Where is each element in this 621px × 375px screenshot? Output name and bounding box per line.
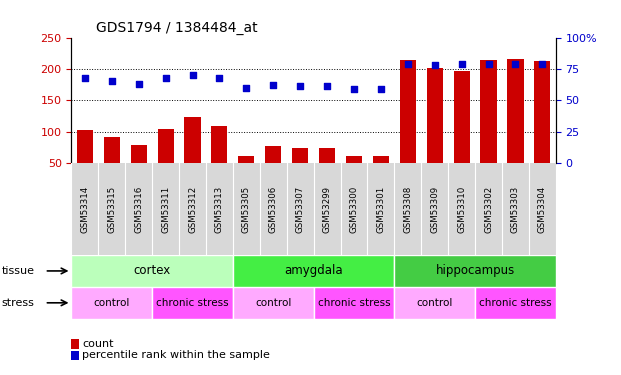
- Bar: [481, 60, 497, 163]
- Text: count: count: [82, 339, 114, 349]
- Text: GSM53305: GSM53305: [242, 186, 251, 232]
- Point: [161, 75, 171, 81]
- Point: [134, 81, 143, 87]
- Text: GSM53306: GSM53306: [269, 186, 278, 232]
- Bar: [453, 71, 469, 163]
- Bar: [104, 137, 120, 163]
- Bar: [373, 156, 389, 163]
- Text: hippocampus: hippocampus: [435, 264, 515, 278]
- Bar: [394, 287, 475, 319]
- Bar: [238, 156, 255, 163]
- Text: GSM53304: GSM53304: [538, 186, 547, 232]
- Bar: [400, 60, 416, 163]
- Text: GSM53308: GSM53308: [403, 186, 412, 232]
- Text: GSM53311: GSM53311: [161, 186, 170, 232]
- Text: stress: stress: [1, 298, 34, 308]
- Text: GSM53300: GSM53300: [350, 186, 358, 232]
- Bar: [130, 145, 147, 163]
- Text: GSM53316: GSM53316: [134, 186, 143, 232]
- Text: GDS1794 / 1384484_at: GDS1794 / 1384484_at: [96, 21, 257, 35]
- Text: GSM53313: GSM53313: [215, 186, 224, 232]
- Bar: [233, 255, 394, 287]
- Point: [107, 78, 117, 84]
- Bar: [507, 59, 524, 163]
- Bar: [292, 148, 308, 163]
- Text: GSM53302: GSM53302: [484, 186, 493, 232]
- Point: [484, 61, 494, 67]
- Point: [510, 61, 520, 67]
- Text: GSM53315: GSM53315: [107, 186, 116, 232]
- Point: [456, 61, 466, 67]
- Text: GSM53310: GSM53310: [457, 186, 466, 232]
- Point: [430, 62, 440, 68]
- Point: [537, 61, 547, 67]
- Point: [403, 61, 413, 67]
- Bar: [534, 62, 550, 163]
- Point: [349, 86, 359, 92]
- Point: [214, 75, 224, 81]
- Text: percentile rank within the sample: percentile rank within the sample: [82, 350, 270, 360]
- Point: [242, 85, 252, 91]
- Bar: [71, 287, 152, 319]
- Bar: [314, 287, 394, 319]
- Bar: [346, 156, 362, 163]
- Point: [188, 72, 197, 78]
- Bar: [152, 287, 233, 319]
- Point: [376, 86, 386, 92]
- Text: control: control: [255, 298, 291, 308]
- Text: GSM53301: GSM53301: [376, 186, 386, 232]
- Bar: [319, 148, 335, 163]
- Bar: [77, 130, 93, 163]
- Text: GSM53303: GSM53303: [511, 186, 520, 232]
- Bar: [265, 146, 281, 163]
- Bar: [71, 255, 233, 287]
- Point: [295, 84, 305, 90]
- Bar: [394, 255, 556, 287]
- Text: amygdala: amygdala: [284, 264, 343, 278]
- Text: GSM53307: GSM53307: [296, 186, 305, 232]
- Text: chronic stress: chronic stress: [479, 298, 551, 308]
- Text: GSM53299: GSM53299: [322, 186, 332, 232]
- Bar: [233, 287, 314, 319]
- Text: GSM53309: GSM53309: [430, 186, 439, 232]
- Text: cortex: cortex: [134, 264, 171, 278]
- Bar: [211, 126, 227, 163]
- Bar: [475, 287, 556, 319]
- Text: chronic stress: chronic stress: [156, 298, 229, 308]
- Text: GSM53314: GSM53314: [80, 186, 89, 232]
- Text: tissue: tissue: [1, 266, 34, 276]
- Bar: [427, 68, 443, 163]
- Text: chronic stress: chronic stress: [318, 298, 390, 308]
- Point: [268, 82, 278, 88]
- Text: control: control: [94, 298, 130, 308]
- Text: GSM53312: GSM53312: [188, 186, 197, 232]
- Point: [322, 84, 332, 90]
- Point: [80, 75, 90, 81]
- Text: control: control: [417, 298, 453, 308]
- Bar: [184, 117, 201, 163]
- Bar: [158, 129, 174, 163]
